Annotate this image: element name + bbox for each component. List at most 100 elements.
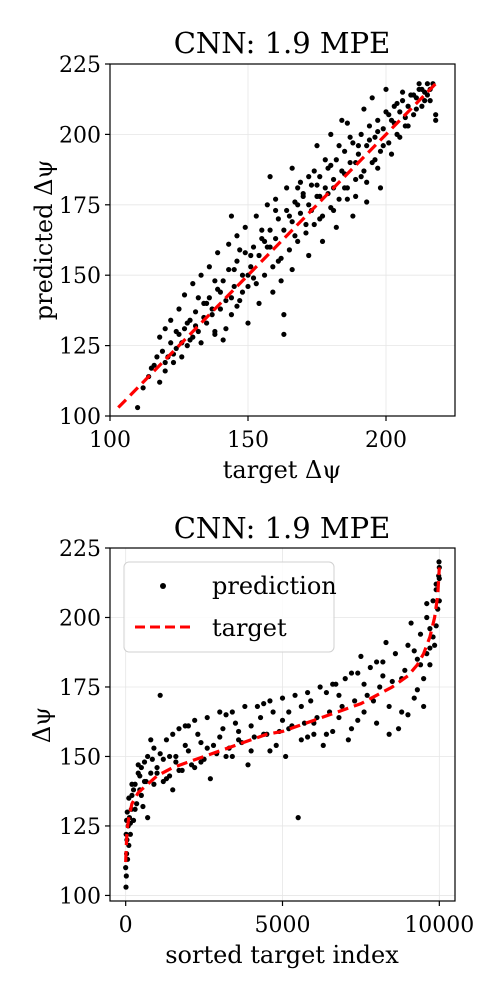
data-point <box>375 165 381 171</box>
data-point <box>373 720 380 726</box>
x-tick-label: 200 <box>365 428 407 453</box>
data-point <box>322 185 328 191</box>
data-point <box>220 726 226 732</box>
data-point <box>336 692 342 698</box>
data-point <box>408 620 414 626</box>
y-tick-label: 150 <box>59 264 101 289</box>
data-point <box>198 340 204 346</box>
data-point <box>166 753 173 760</box>
data-point <box>289 266 295 273</box>
data-point <box>162 359 168 366</box>
data-point <box>259 227 265 233</box>
data-point <box>366 123 373 129</box>
data-point <box>248 748 254 754</box>
data-point <box>350 213 356 219</box>
data-point <box>204 320 210 326</box>
data-point <box>320 742 326 748</box>
x-tick-label: 10000 <box>404 913 474 938</box>
data-point <box>157 334 163 340</box>
data-point <box>311 731 317 737</box>
x-tick-label: 5000 <box>255 913 311 938</box>
data-point <box>311 168 317 174</box>
data-point <box>253 213 259 219</box>
data-point <box>424 600 430 607</box>
data-point <box>295 815 301 821</box>
data-point <box>355 151 361 157</box>
data-point <box>319 238 326 245</box>
data-point <box>358 653 364 660</box>
data-point <box>311 221 317 228</box>
data-point <box>292 233 298 239</box>
data-point <box>436 575 442 582</box>
data-point <box>198 272 204 278</box>
data-point <box>223 753 229 760</box>
data-point <box>267 748 273 754</box>
data-point <box>380 659 386 665</box>
data-point <box>273 196 279 202</box>
data-point <box>192 764 198 771</box>
y-tick-label: 225 <box>59 53 101 78</box>
data-point <box>328 162 334 168</box>
data-point <box>352 698 358 704</box>
data-point <box>232 720 239 726</box>
data-point <box>163 737 170 743</box>
axis-ticks: 100 150 200 100 125 150 175 200 225 <box>59 53 407 453</box>
data-point <box>350 140 356 146</box>
data-point <box>267 227 273 233</box>
data-point <box>185 748 192 754</box>
data-point <box>273 235 279 242</box>
data-point <box>386 703 392 710</box>
data-point <box>373 659 380 665</box>
data-point <box>209 312 215 318</box>
data-point <box>228 295 235 301</box>
data-point <box>298 703 304 710</box>
data-point <box>267 174 273 180</box>
data-point <box>145 815 151 821</box>
data-point <box>333 224 339 230</box>
data-point <box>162 326 168 332</box>
data-point <box>270 264 276 270</box>
data-point <box>422 98 428 104</box>
data-point <box>353 176 359 183</box>
data-point <box>234 303 240 309</box>
data-point <box>248 723 254 729</box>
data-point <box>248 264 254 270</box>
data-point <box>433 623 439 629</box>
data-point <box>397 134 403 140</box>
data-point <box>405 103 411 109</box>
data-point <box>220 337 226 343</box>
data-point <box>306 202 312 208</box>
data-point <box>355 143 361 149</box>
data-point <box>176 767 182 773</box>
data-point <box>383 86 389 92</box>
data-point <box>250 244 257 250</box>
data-point <box>419 103 425 109</box>
data-point <box>317 193 323 199</box>
series-line-reference <box>117 82 437 409</box>
chart-title: CNN: 1.9 MPE <box>174 26 391 60</box>
data-point <box>339 117 345 123</box>
data-point <box>204 300 210 306</box>
data-point <box>170 731 176 737</box>
data-point <box>253 281 259 287</box>
data-point <box>286 247 292 253</box>
data-point <box>145 753 151 760</box>
data-point <box>148 770 154 776</box>
y-tick-label: 175 <box>59 194 101 219</box>
data-point <box>424 92 430 98</box>
data-point <box>395 726 402 732</box>
data-point <box>303 230 309 236</box>
data-point <box>323 731 330 737</box>
data-point <box>388 151 395 157</box>
data-point <box>411 92 417 98</box>
data-point <box>159 348 166 354</box>
data-point <box>380 673 386 679</box>
data-point <box>181 292 188 298</box>
y-tick-label: 225 <box>59 537 101 562</box>
data-point <box>333 681 339 687</box>
data-point <box>154 764 160 771</box>
data-point <box>317 684 323 690</box>
data-point <box>284 185 290 191</box>
data-point <box>148 737 154 743</box>
data-point <box>217 306 223 312</box>
